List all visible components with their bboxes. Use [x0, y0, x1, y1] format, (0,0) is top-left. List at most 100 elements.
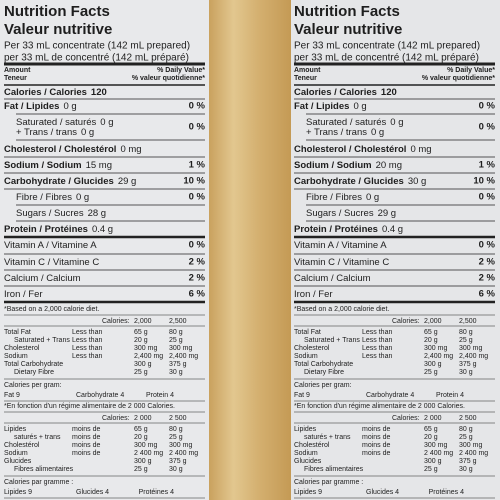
footnote-cell: 25 g [134, 466, 148, 473]
footnote-cell: Total Carbohydrate [294, 361, 353, 368]
serving: per 33 mL de concentré (142 mL préparé) [294, 53, 479, 64]
daily-value: 2 % [479, 257, 496, 268]
footnote-cell: 2 400 mg [424, 450, 453, 457]
footnote-cell: Glucides [4, 458, 32, 465]
per-gram: Lipides 9 [294, 489, 322, 496]
footnote-cell: 300 g [134, 361, 152, 368]
footnote-cell: Dietary Fibre [304, 369, 344, 376]
header: Amount [4, 67, 31, 74]
footnote-cell: 80 g [169, 426, 183, 433]
per-gram: Protéines 4 [139, 489, 175, 496]
nutrient-row: Calories / Calories 120 [4, 87, 107, 98]
nutrient-amount: 0 mg [410, 144, 431, 155]
footnote-cell: 80 g [459, 426, 473, 433]
nutrient-row: Protein / Protéines 0.4 g [294, 224, 403, 235]
serving: per 33 mL de concentré (142 mL préparé) [4, 53, 189, 64]
footnote-cell: Total Carbohydrate [4, 361, 63, 368]
footnote-cell: 300 mg [134, 345, 157, 352]
nutrient-name: Calories / Calories [294, 87, 377, 98]
nutrient-name: Protein / Protéines [294, 224, 378, 235]
nutrient-row: Carbohydrate / Glucides 29 g [4, 176, 136, 187]
footnote-cell: 80 g [169, 329, 183, 336]
footnote-cell: 300 g [424, 361, 442, 368]
daily-value: 0 % [479, 122, 496, 133]
footnote-cell: 2,400 mg [424, 353, 453, 360]
footnote-cell: 300 mg [134, 442, 157, 449]
nutrient-row: + Trans / trans 0 g [306, 127, 384, 138]
footnote: Calories per gram: [294, 382, 352, 389]
nutrient-row: Vitamin C / Vitamine C [294, 257, 389, 268]
nutrient-name: Calories / Calories [4, 87, 87, 98]
footnote: *Based on a 2,000 calorie diet. [4, 306, 99, 313]
nutrient-name: Vitamin C / Vitamine C [294, 257, 389, 268]
footnote-cell: 2 400 mg [169, 450, 198, 457]
footnote-cell: Less than [72, 329, 102, 336]
nutrient-name: Fat / Lipides [4, 101, 59, 112]
footnote-cell: Less than [72, 353, 102, 360]
nutrient-name: Sodium / Sodium [294, 160, 372, 171]
footnote-cell: 20 g [424, 434, 438, 441]
footnote-cell: moins de [362, 426, 391, 433]
nutrient-amount: 0 g [100, 117, 113, 128]
footnote-cell: Less than [72, 345, 102, 352]
subtitle: Valeur nutritive [4, 21, 112, 38]
footnote-cell: Glucides [294, 458, 322, 465]
footnote-cell: 30 g [459, 466, 473, 473]
footnote-header: 2,500 [459, 318, 477, 325]
footnote-cell: 65 g [134, 329, 148, 336]
footnote-cell: 300 mg [459, 345, 482, 352]
footnote-cell: 25 g [134, 369, 148, 376]
footnote-cell: 2,400 mg [459, 353, 488, 360]
footnote-cell: moins de [362, 434, 391, 441]
per-gram: Protéines 4 [429, 489, 465, 496]
footnote-header: Calories: [392, 415, 420, 422]
footnote-cell: Lipides [4, 426, 27, 433]
footnote-cell: 300 mg [424, 345, 447, 352]
nutrient-name: Sugars / Sucres [306, 208, 374, 219]
nutrient-name: Fibre / Fibres [16, 192, 72, 203]
nutrient-amount: 0 mg [120, 144, 141, 155]
footnote-cell: saturés + trans [304, 434, 351, 441]
nutrient-amount: 0 g [390, 117, 403, 128]
title: Nutrition Facts [294, 3, 400, 20]
nutrient-name: Iron / Fer [4, 289, 43, 300]
footnote-cell: 375 g [459, 361, 477, 368]
nutrient-amount: 15 mg [86, 160, 112, 171]
footnote-header: 2 000 [424, 415, 442, 422]
footnote-cell: Cholesterol [294, 345, 330, 352]
footnote-header: 2 000 [134, 415, 152, 422]
per-gram: Fat 9 [4, 392, 20, 399]
nutrient-row: Calcium / Calcium [4, 273, 81, 284]
footnote-cell: 25 g [424, 466, 438, 473]
footnote-cell: Saturated + Trans [14, 337, 70, 344]
nutrient-row: Sodium / Sodium 20 mg [294, 160, 402, 171]
per-gram: Lipides 9 [4, 489, 32, 496]
per-gram: Protein 4 [436, 392, 464, 399]
per-gram: Carbohydrate 4 [366, 392, 414, 399]
footnote-cell: 375 g [169, 361, 187, 368]
subtitle: Valeur nutritive [294, 21, 402, 38]
nutrient-row: Fibre / Fibres 0 g [16, 192, 89, 203]
serving: Per 33 mL concentrate (142 mL prepared) [4, 41, 190, 52]
nutrient-row: Saturated / saturés 0 g [16, 117, 114, 128]
footnote-cell: 300 mg [459, 442, 482, 449]
daily-value: 1 % [479, 160, 496, 171]
daily-value: 0 % [189, 122, 206, 133]
footnote-header: Calories: [102, 415, 130, 422]
daily-value: 10 % [183, 176, 205, 187]
footnote-cell: Less than [362, 345, 392, 352]
nutrient-row: Vitamin C / Vitamine C [4, 257, 99, 268]
daily-value: 6 % [189, 289, 206, 300]
footnote-cell: 300 g [424, 458, 442, 465]
nutrient-row: Cholesterol / Cholestérol 0 mg [294, 144, 432, 155]
nutrient-name: Cholesterol / Cholestérol [294, 144, 406, 155]
footnote-cell: Less than [362, 337, 392, 344]
nutrient-name: Vitamin A / Vitamine A [294, 240, 387, 251]
nutrient-row: Calcium / Calcium [294, 273, 371, 284]
per-gram: Fat 9 [294, 392, 310, 399]
footnote-cell: 65 g [424, 329, 438, 336]
daily-value: 10 % [473, 176, 495, 187]
wood-strip [209, 0, 291, 500]
footnote-cell: moins de [72, 426, 101, 433]
